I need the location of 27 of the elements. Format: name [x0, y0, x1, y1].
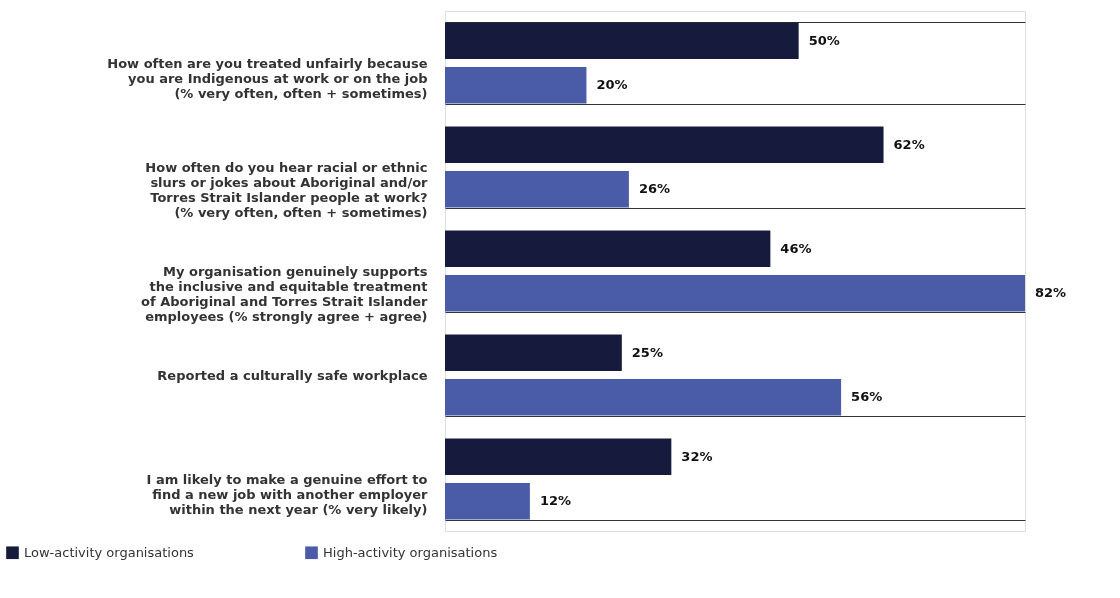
data-label: 56%: [851, 389, 883, 405]
y-tick-label: I am likely to make a genuine effort to find a new job with another employer within the next year (% very likely): [146, 471, 429, 517]
y-tick-label: How often do you hear racial or ethnic slurs or jokes about Aboriginal and/or Torres Strait Islander people at work? (% very often, often + sometimes): [145, 159, 429, 220]
y-tick-label: How often are you treated unfairly because you are Indigenous at work or on the job (% very often, often + sometimes): [107, 55, 428, 101]
legend-label: High-activity organisations: [323, 544, 498, 560]
data-label: 50%: [808, 32, 840, 48]
bar: [445, 438, 672, 475]
bar: [445, 483, 530, 520]
bar: [445, 67, 587, 104]
legend-label: Low-activity organisations: [24, 544, 195, 560]
bar: [445, 126, 884, 163]
y-tick-label: Reported a culturally safe workplace: [157, 367, 428, 383]
data-label: 25%: [631, 344, 663, 360]
bar: [445, 171, 629, 208]
y-tick-label: My organisation genuinely supports the inclusive and equitable treatment of Aboriginal and Torres Strait Islander employees (% strongly agree + agree): [141, 263, 429, 324]
bar: [445, 379, 842, 416]
bar: [445, 230, 771, 267]
data-label: 82%: [1035, 285, 1067, 301]
data-label: 20%: [596, 77, 628, 93]
data-label: 46%: [780, 240, 812, 256]
bar: [445, 275, 1025, 312]
data-label: 12%: [539, 493, 571, 509]
bar: [445, 334, 622, 371]
data-label: 26%: [638, 181, 671, 197]
bar: [445, 22, 799, 59]
data-label: 32%: [681, 448, 713, 464]
data-label: 62%: [893, 136, 925, 152]
